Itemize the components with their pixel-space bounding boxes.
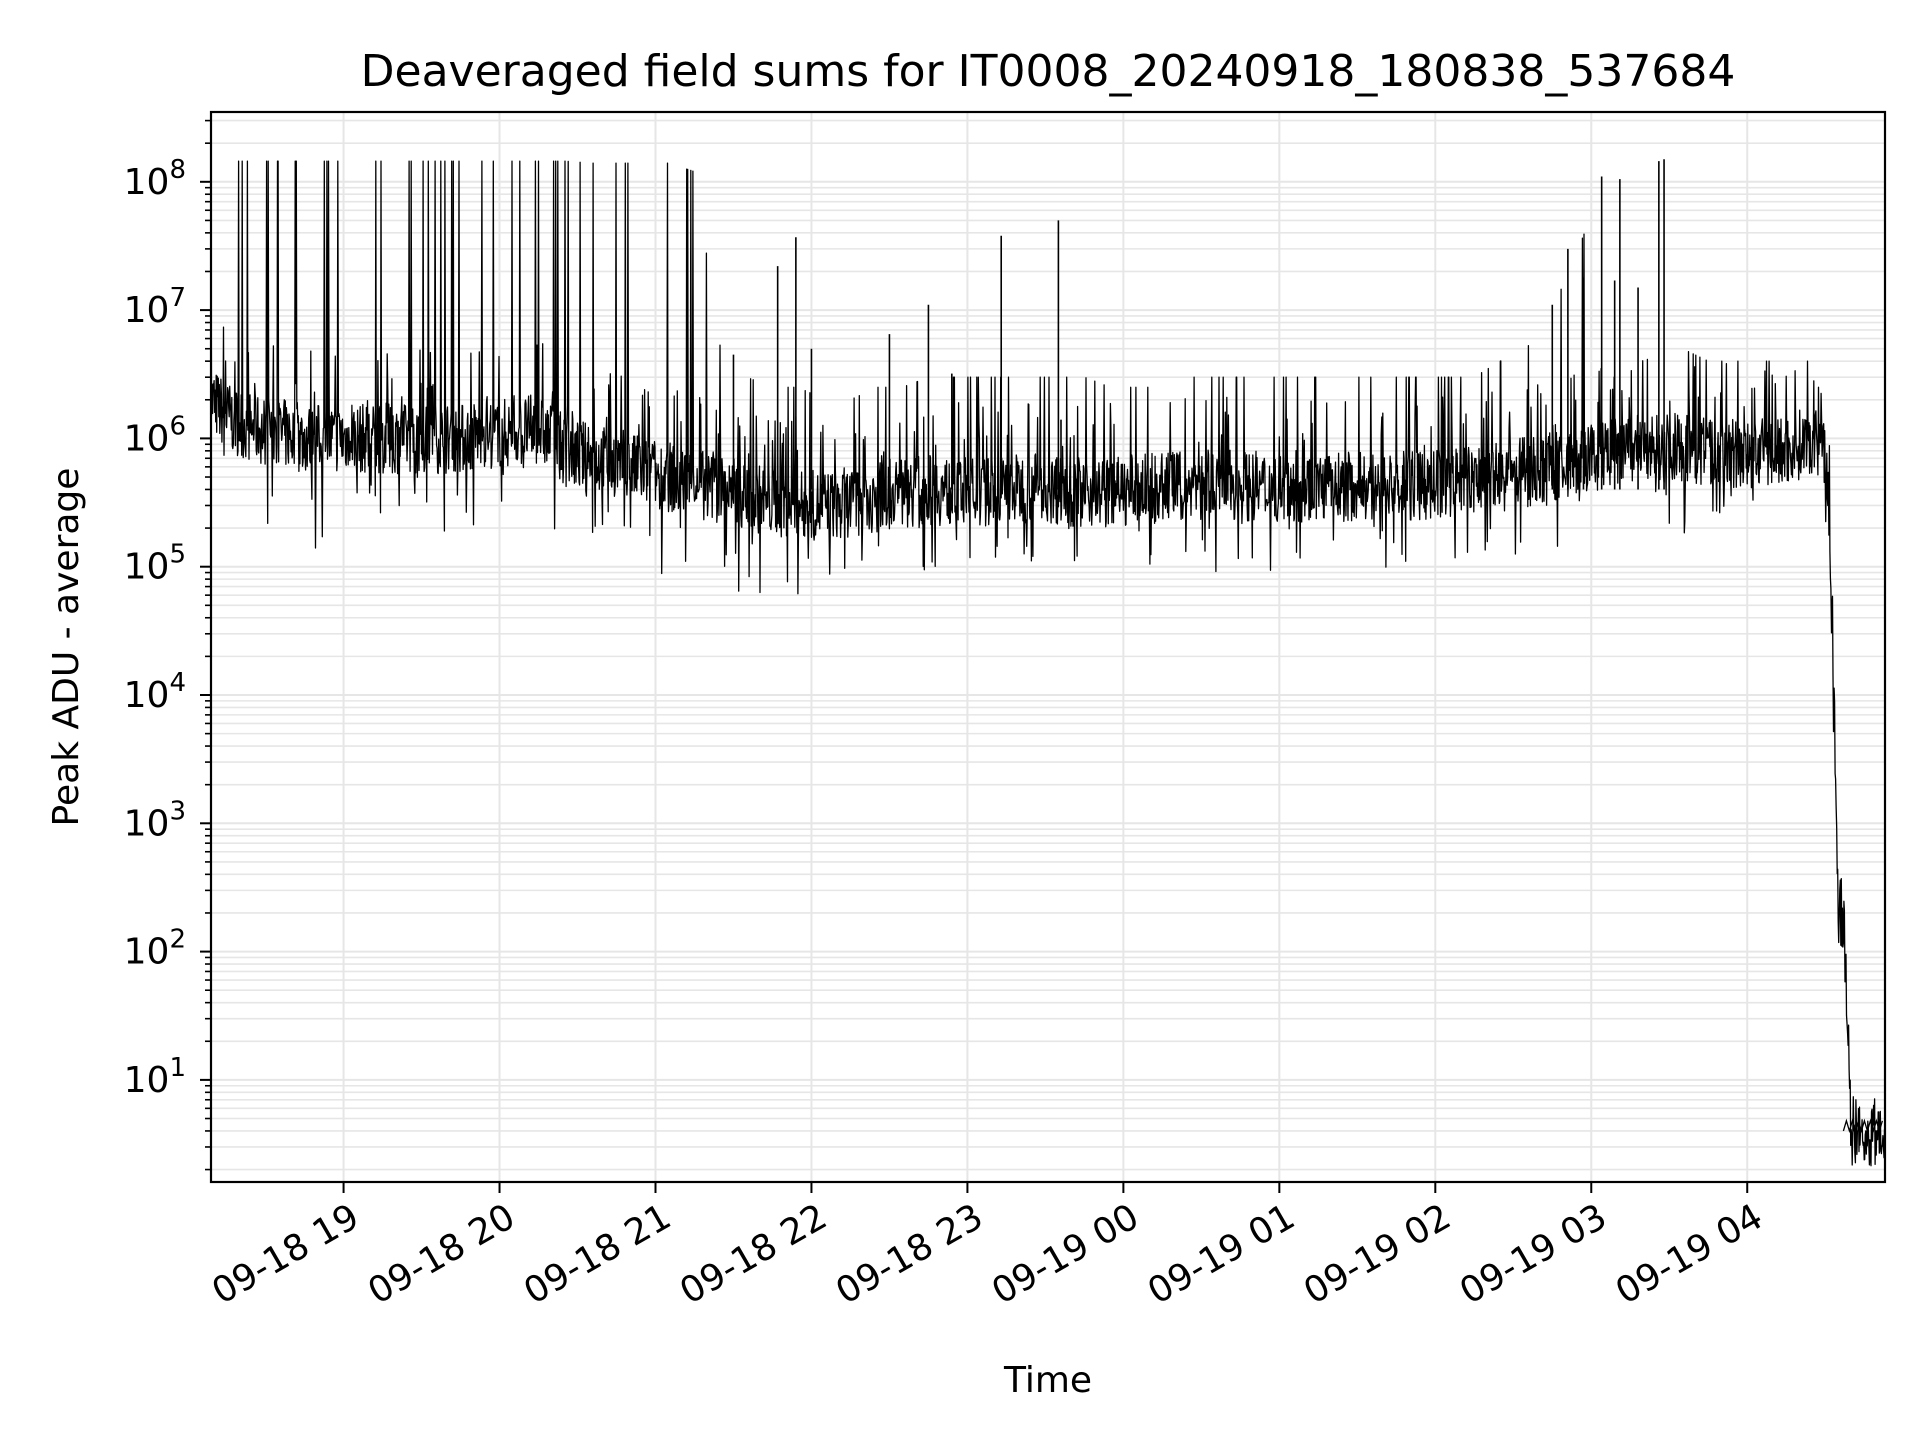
plot-frame	[209, 110, 1887, 1184]
y-tick-base: 10	[124, 162, 170, 203]
y-tick-base: 10	[124, 1060, 170, 1101]
y-tick-base: 10	[124, 932, 170, 973]
floor-line	[1842, 1118, 1884, 1134]
y-tick-base: 10	[124, 547, 170, 588]
y-tick-base: 10	[124, 803, 170, 844]
y-tick-label: 102	[124, 925, 186, 973]
y-tick-exponent: 2	[169, 925, 186, 955]
y-tick-label: 101	[124, 1053, 186, 1101]
y-tick-label: 106	[124, 411, 186, 459]
y-tick-base: 10	[124, 418, 170, 459]
y-tick-label: 103	[124, 796, 186, 844]
y-tick-exponent: 6	[169, 411, 186, 441]
grid-lines	[211, 112, 1885, 1182]
y-tick-label: 108	[124, 155, 186, 203]
y-tick-label: 104	[124, 668, 186, 716]
series-line	[210, 160, 1886, 1167]
y-axis-label: Peak ADU - average	[46, 468, 87, 827]
y-tick-exponent: 1	[169, 1053, 186, 1083]
y-tick-exponent: 3	[169, 796, 186, 826]
y-tick-exponent: 8	[169, 155, 186, 185]
y-tick-exponent: 4	[169, 668, 186, 698]
y-tick-exponent: 5	[169, 540, 186, 570]
y-tick-exponent: 7	[169, 283, 186, 313]
y-tick-base: 10	[124, 290, 170, 331]
y-tick-label: 107	[124, 283, 186, 331]
x-axis-label: Time	[1003, 1360, 1092, 1401]
chart-title: Deaveraged field sums for IT0008_2024091…	[361, 46, 1736, 97]
y-tick-label: 105	[124, 540, 186, 588]
y-tick-base: 10	[124, 675, 170, 716]
plot-area	[210, 159, 1886, 1167]
